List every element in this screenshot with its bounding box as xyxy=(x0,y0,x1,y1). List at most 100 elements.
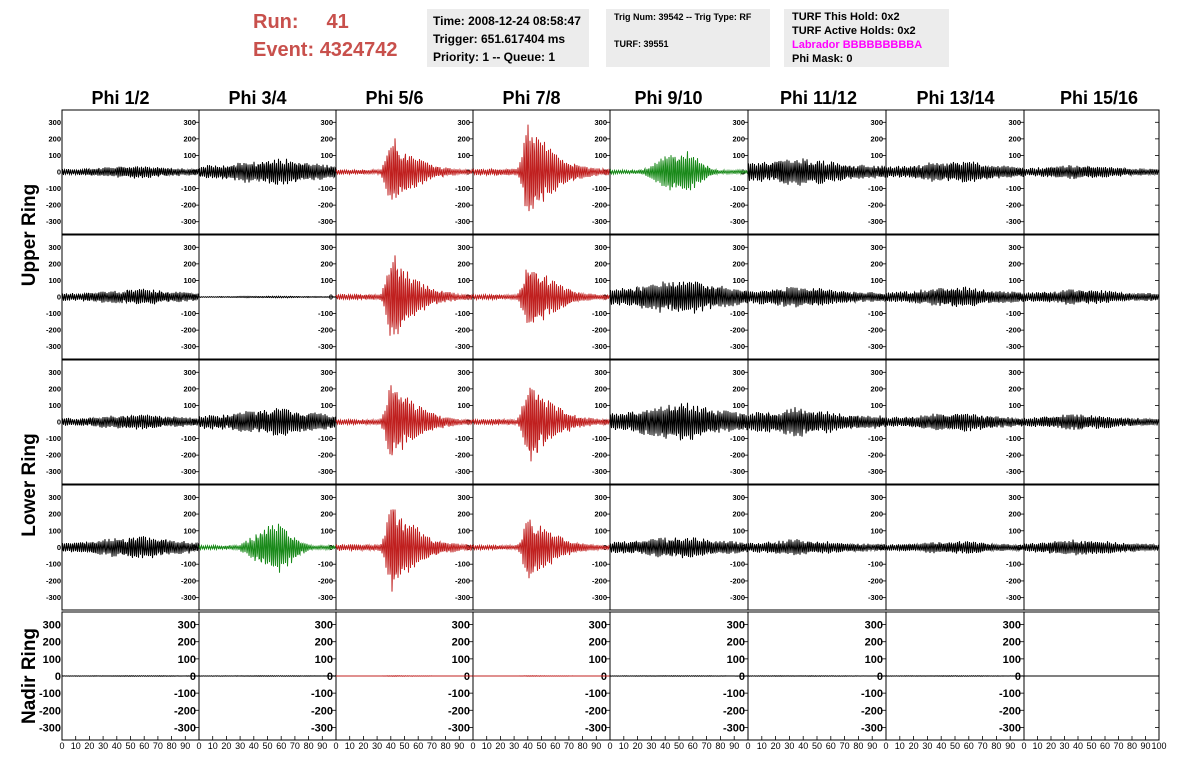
waveform-trace xyxy=(885,286,1025,307)
y-tick-label: -300 xyxy=(868,342,883,351)
y-tick-label: 200 xyxy=(457,510,470,519)
x-tick-label: 90 xyxy=(180,741,190,751)
y-tick-label: -100 xyxy=(181,184,196,193)
y-tick-label: -300 xyxy=(999,722,1021,734)
waveform-trace xyxy=(198,408,337,436)
phi-header-5: Phi 9/10 xyxy=(634,88,703,108)
y-tick-label: 300 xyxy=(457,243,470,252)
x-tick-label: 60 xyxy=(139,741,149,751)
y-tick-label: -300 xyxy=(592,593,607,602)
y-tick-label: 300 xyxy=(870,243,883,252)
y-tick-label: 100 xyxy=(457,401,470,410)
y-tick-label: -100 xyxy=(592,560,607,569)
y-tick-label: -100 xyxy=(318,434,333,443)
y-tick-label: -200 xyxy=(318,576,333,585)
y-tick-label: 200 xyxy=(870,384,883,393)
y-tick-label: 200 xyxy=(727,637,745,649)
turf-this-hold: TURF This Hold: 0x2 xyxy=(792,11,900,23)
y-tick-label: 200 xyxy=(315,637,333,649)
trig-panel: Trig Num: 39542 -- Trig Type: RF TURF: 3… xyxy=(606,9,770,67)
y-tick-label: -200 xyxy=(318,451,333,460)
x-tick-label: 50 xyxy=(262,741,272,751)
y-tick-label: 0 xyxy=(327,671,333,683)
y-tick-label: -200 xyxy=(730,201,745,210)
waveform-panel-r2-c1: 30030020020010010000-100-100-200-200-300… xyxy=(46,234,200,360)
turf-panel: TURF This Hold: 0x2 TURF Active Holds: 0… xyxy=(784,9,949,67)
y-tick-label: -300 xyxy=(592,217,607,226)
waveform-trace xyxy=(472,124,611,212)
x-tick-label: 60 xyxy=(688,741,698,751)
waveform-trace xyxy=(472,519,611,579)
y-tick-label: 0 xyxy=(57,418,61,427)
x-tick-label: 70 xyxy=(153,741,163,751)
x-tick-label: 80 xyxy=(991,741,1001,751)
y-tick-label: 200 xyxy=(732,259,745,268)
y-tick-label: -100 xyxy=(318,309,333,318)
y-tick-label: 300 xyxy=(594,493,607,502)
y-tick-label: 200 xyxy=(457,259,470,268)
y-tick-label: 200 xyxy=(1008,259,1021,268)
y-tick-label: -200 xyxy=(46,326,61,335)
x-tick-label: 40 xyxy=(523,741,533,751)
y-tick-label: 0 xyxy=(1015,671,1021,683)
y-tick-label: -300 xyxy=(181,217,196,226)
y-tick-label: -200 xyxy=(868,576,883,585)
waveform-panel-r5-c5: 300 200 100 0 -100 -200 -300 xyxy=(609,611,749,741)
y-tick-label: 100 xyxy=(320,276,333,285)
x-tick-label: 20 xyxy=(221,741,231,751)
phi-header-1: Phi 1/2 xyxy=(91,88,150,108)
x-tick-label: 80 xyxy=(441,741,451,751)
y-tick-label: 300 xyxy=(48,493,61,502)
y-tick-label: -200 xyxy=(455,326,470,335)
x-tick-label: 70 xyxy=(702,741,712,751)
y-tick-label: 200 xyxy=(320,259,333,268)
y-tick-label: -300 xyxy=(868,217,883,226)
x-tick-label: 10 xyxy=(1032,741,1042,751)
waveform-trace xyxy=(885,413,1025,432)
x-tick-label: 80 xyxy=(578,741,588,751)
x-tick-label: 80 xyxy=(1127,741,1137,751)
x-tick-label: 60 xyxy=(276,741,286,751)
y-tick-label: -100 xyxy=(730,184,745,193)
x-tick-label: 70 xyxy=(427,741,437,751)
phi-header-4: Phi 7/8 xyxy=(502,88,561,108)
y-tick-label: 100 xyxy=(43,654,61,666)
y-tick-label: 300 xyxy=(320,493,333,502)
y-tick-label: -300 xyxy=(455,593,470,602)
y-tick-label: -100 xyxy=(730,309,745,318)
x-tick-label: 90 xyxy=(317,741,327,751)
y-tick-label: 300 xyxy=(457,368,470,377)
y-tick-label: 300 xyxy=(1008,243,1021,252)
y-tick-label: 300 xyxy=(320,243,333,252)
waveform-trace xyxy=(199,675,337,677)
waveform-trace xyxy=(747,158,887,186)
x-tick-label: 90 xyxy=(1005,741,1015,751)
y-tick-label: 0 xyxy=(57,168,61,177)
y-tick-label: -100 xyxy=(1006,309,1021,318)
y-tick-label: 300 xyxy=(732,493,745,502)
waveform-trace xyxy=(198,158,337,185)
y-tick-label: 300 xyxy=(315,620,333,632)
event-label: Event: xyxy=(253,39,315,61)
y-tick-label: -200 xyxy=(723,705,745,717)
y-tick-label: -300 xyxy=(1006,593,1021,602)
y-tick-label: -300 xyxy=(868,593,883,602)
y-tick-label: -300 xyxy=(1006,217,1021,226)
waveform-panel-r5-c8 xyxy=(1023,611,1160,741)
y-tick-label: -100 xyxy=(181,560,196,569)
y-tick-label: -100 xyxy=(311,688,333,700)
waveform-trace xyxy=(198,295,337,299)
y-tick-label: 300 xyxy=(457,493,470,502)
y-tick-label: -200 xyxy=(455,451,470,460)
x-tick-label: 0 xyxy=(607,741,612,751)
y-tick-label: -300 xyxy=(868,467,883,476)
x-tick-label: 50 xyxy=(1086,741,1096,751)
y-tick-label: -100 xyxy=(39,688,61,700)
